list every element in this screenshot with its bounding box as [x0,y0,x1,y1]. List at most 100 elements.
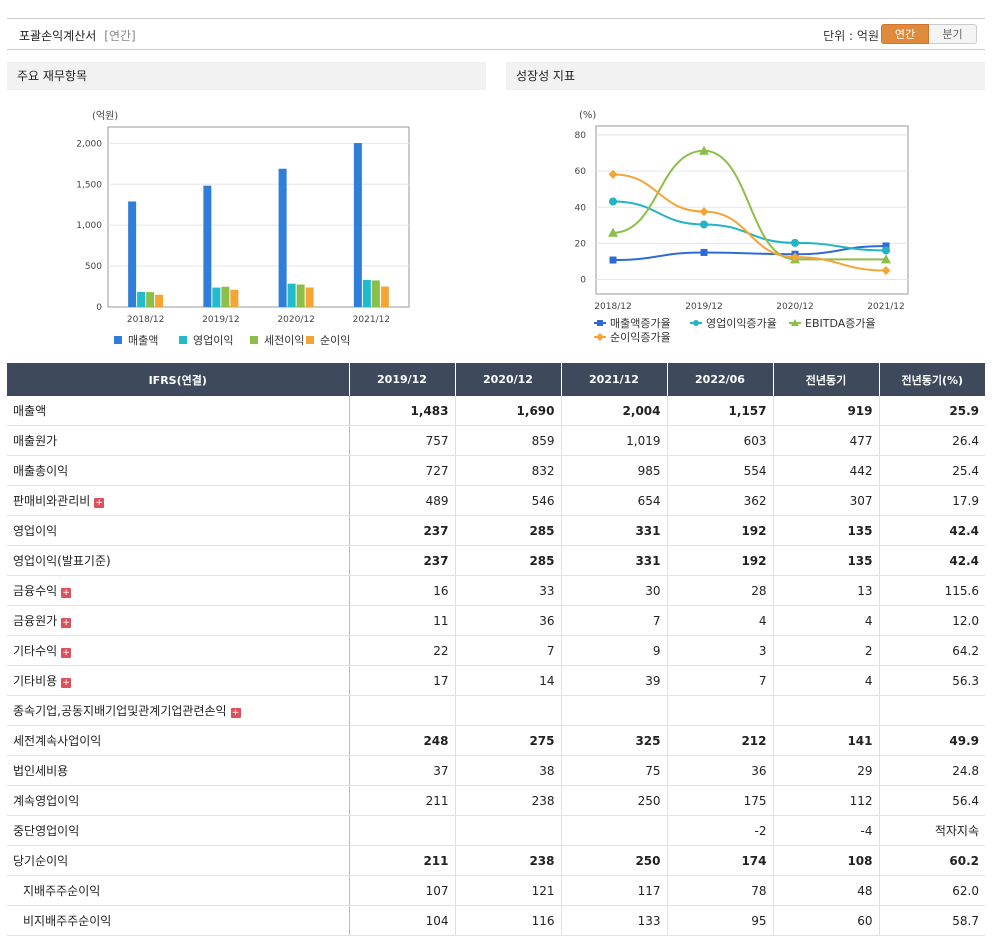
y-axis-title: (%) [579,110,596,121]
row-label: 중단영업이익 [13,824,80,838]
value-cell: 919 [773,396,880,426]
legend-marker [693,320,699,326]
bar[interactable] [380,286,389,307]
bar[interactable] [212,287,221,307]
expand-plus-icon[interactable]: + [61,678,72,688]
table-row: 판매비와관리비 +489 546 654 362 307 17.9 [7,485,985,516]
data-point[interactable] [881,266,891,276]
value-cell: 42.4 [879,545,985,576]
value-cell: 121 [455,875,562,906]
data-point[interactable] [700,248,708,256]
value-cell: 4 [773,605,880,636]
bar[interactable] [221,286,230,307]
value-cell: 36 [455,605,562,636]
value-cell: 7 [561,605,668,636]
value-cell: 64.2 [879,635,985,666]
data-point[interactable] [608,227,618,237]
y-tick-label: 2,000 [76,139,102,149]
bar[interactable] [362,279,371,307]
value-cell: 192 [667,515,774,546]
y-tick-label: 0 [580,276,586,286]
value-cell: 489 [349,485,456,516]
expand-plus-icon[interactable]: + [230,708,241,718]
bar[interactable] [137,291,146,307]
value-cell: 25.9 [879,396,985,426]
legend-label: 영업이익 [193,334,233,347]
row-label-cell: 금융원가 + [7,605,350,636]
expand-plus-icon[interactable]: + [61,618,72,628]
value-cell: 38 [455,755,562,786]
value-cell: 17.9 [879,485,985,516]
expand-plus-icon[interactable]: + [61,588,72,598]
data-point[interactable] [609,256,617,264]
value-cell: 28 [667,575,774,606]
bar[interactable] [230,289,239,307]
row-label-cell: 판매비와관리비 + [7,485,350,516]
x-tick-label: 2018/12 [127,315,164,325]
y-tick-label: 1,500 [76,180,102,190]
bar[interactable] [203,185,212,307]
bar[interactable] [371,280,380,307]
x-tick-label: 2018/12 [594,302,631,312]
bar[interactable] [287,283,296,307]
quarter-toggle-button[interactable]: 분기 [929,24,977,44]
bar[interactable] [278,168,287,307]
row-label-cell: 세전계속사업이익 [7,725,350,756]
expand-plus-icon[interactable]: + [94,498,105,508]
data-point[interactable] [699,145,709,155]
value-cell: 192 [667,545,774,576]
data-point[interactable] [791,238,799,247]
row-label: 지배주주순이익 [23,884,101,898]
row-label: 판매비와관리비 [13,494,91,508]
statement-title: 포괄손익계산서 [연간] [19,27,136,44]
data-point[interactable] [790,252,800,262]
bar[interactable] [128,201,137,307]
row-label: 영업이익 [13,524,58,538]
table-row: 기타수익 +22 7 9 3 2 64.2 [7,635,985,666]
value-cell: 285 [455,515,562,546]
header-2021-12: 2021/12 [561,363,668,396]
value-cell [879,695,985,726]
row-label: 종속기업,공동지배기업및관계기업관련손익 [13,704,227,718]
legend-label: 매출액 [128,334,158,347]
table-row: 법인세비용 37 38 75 36 29 24.8 [7,755,985,786]
row-label: 금융수익 [13,584,58,598]
bar[interactable] [146,292,155,307]
legend-label: 세전이익 [264,334,304,347]
row-label-cell: 당기순이익 [7,845,350,876]
value-cell: 175 [667,785,774,816]
table-row: 당기순이익 211 238 250 174 108 60.2 [7,845,985,876]
value-cell: 108 [773,845,880,876]
data-point[interactable] [699,207,709,217]
row-label-cell: 영업이익 [7,515,350,546]
value-cell: 24.8 [879,755,985,786]
value-cell: 2 [773,635,880,666]
data-point[interactable] [882,242,890,250]
y-tick-label: 0 [96,303,102,313]
legend-swatch [179,336,187,344]
legend-swatch [306,336,314,344]
data-point[interactable] [609,197,617,206]
data-point[interactable] [608,169,618,179]
bar[interactable] [155,294,164,307]
legend-label: EBITDA증가율 [805,317,876,330]
value-cell: 211 [349,785,456,816]
value-cell: 135 [773,545,880,576]
value-cell: 237 [349,515,456,546]
value-cell: 985 [561,455,668,486]
value-cell: 14 [455,665,562,696]
left-panel-title: 주요 재무항목 [7,62,486,90]
expand-plus-icon[interactable]: + [61,648,72,658]
annual-toggle-button[interactable]: 연간 [881,24,929,44]
table-row: 기타비용 +17 14 39 7 4 56.3 [7,665,985,696]
value-cell: 104 [349,905,456,936]
bar[interactable] [353,143,362,307]
bar[interactable] [305,287,314,307]
bar[interactable] [296,284,305,308]
data-point[interactable] [881,254,891,264]
value-cell: 적자지속 [879,815,985,846]
data-point[interactable] [700,220,708,229]
value-cell: 117 [561,875,668,906]
series-line [612,173,887,272]
data-point[interactable] [882,246,890,255]
